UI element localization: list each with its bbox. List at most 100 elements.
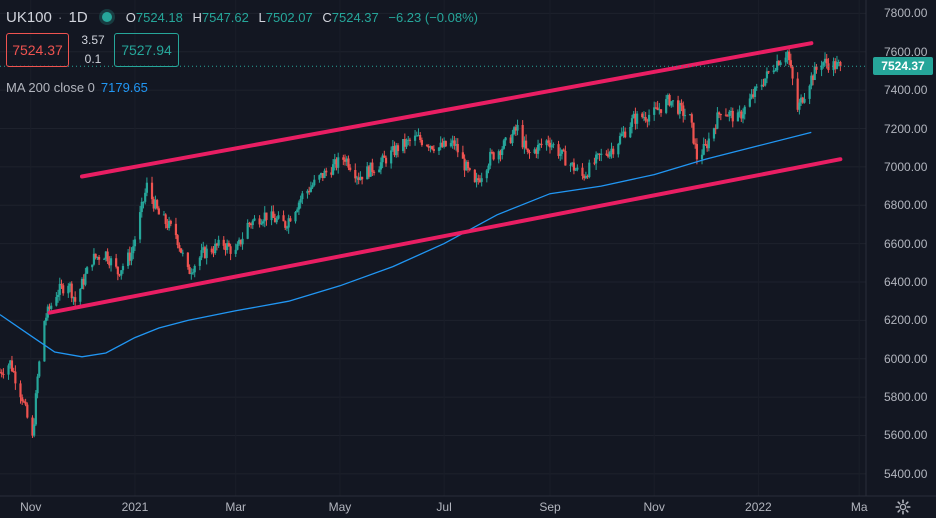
candle-body — [700, 154, 704, 160]
candle-body — [776, 61, 779, 71]
candle-body — [297, 202, 301, 210]
candle-body — [810, 75, 813, 86]
interval-label[interactable]: 1D — [68, 8, 88, 26]
candle-body — [595, 154, 598, 164]
candle-body — [791, 66, 794, 79]
candle-body — [678, 102, 681, 114]
candle-body — [677, 100, 680, 114]
candle-body — [653, 107, 656, 115]
candle-body — [333, 159, 336, 165]
spread-display: 3.57 0.1 — [76, 31, 110, 69]
candle-body — [144, 192, 147, 202]
y-tick-label: 7000.00 — [884, 159, 928, 174]
candle-body — [477, 178, 480, 181]
candle-body — [468, 168, 471, 170]
open-label: O — [125, 9, 136, 25]
candle-body — [753, 87, 757, 97]
x-tick-label: Ma — [850, 500, 868, 514]
candle-body — [236, 244, 239, 250]
candle-body — [369, 162, 372, 177]
candle-body — [504, 137, 507, 141]
candle-body — [605, 153, 608, 155]
candle-body — [284, 221, 287, 228]
change-value: −6.23 (−0.08%) — [388, 9, 478, 25]
candle-body — [277, 215, 280, 219]
x-tick-label: Nov — [20, 500, 42, 514]
candle-body — [359, 176, 362, 180]
candle-body — [26, 404, 29, 418]
candle-body — [513, 127, 516, 135]
candle-body — [396, 145, 400, 152]
candle-body — [786, 51, 789, 58]
candle-body — [193, 265, 196, 273]
candle-body — [168, 220, 171, 229]
channel-line-lower — [47, 157, 843, 315]
candle-body — [249, 223, 253, 226]
candle-body — [120, 270, 123, 276]
candle-body — [521, 124, 524, 148]
candle-body — [282, 215, 285, 222]
candle-body — [516, 124, 519, 131]
candle-body — [750, 94, 753, 99]
sell-button[interactable]: 7524.37 — [6, 33, 69, 67]
candle-body — [646, 120, 649, 122]
candle-body — [273, 217, 277, 223]
candle-body — [461, 152, 464, 159]
candle-body — [253, 218, 256, 221]
candle-body — [706, 144, 709, 149]
candle-body — [524, 140, 528, 149]
candle-body — [258, 218, 261, 225]
candle-body — [381, 155, 384, 163]
y-tick-label: 6000.00 — [884, 351, 928, 366]
symbol-name[interactable]: UK100 — [6, 8, 52, 26]
candle-body — [224, 245, 227, 251]
candle-body — [70, 283, 73, 299]
candle-body — [169, 220, 172, 224]
candle-body — [239, 239, 242, 245]
gear-icon[interactable] — [895, 499, 911, 515]
candle-body — [622, 131, 625, 134]
candle-body — [306, 190, 309, 194]
buy-button[interactable]: 7527.94 — [114, 33, 179, 67]
header-separator: · — [57, 9, 63, 25]
candle-body — [270, 211, 273, 221]
candle-body — [84, 273, 87, 285]
x-tick-label: Mar — [225, 500, 247, 514]
candle-body — [820, 65, 823, 70]
candle-body — [342, 157, 345, 160]
candle-body — [343, 159, 347, 162]
candle-body — [671, 100, 675, 102]
candle-body — [419, 134, 422, 141]
candle-body — [456, 144, 459, 153]
candle-body — [620, 133, 623, 137]
candle-body — [641, 113, 644, 118]
channel-line-upper — [79, 41, 814, 179]
candle-body — [115, 258, 118, 267]
candle-body — [92, 253, 96, 265]
x-tick-label: Jul — [436, 500, 452, 514]
candle-body — [538, 143, 541, 145]
candle-body — [473, 169, 476, 183]
x-tick-label: Nov — [643, 500, 665, 514]
candle-body — [372, 171, 376, 173]
close-value: 7524.37 — [331, 9, 379, 25]
candle-body — [246, 222, 249, 239]
candle-body — [96, 256, 99, 258]
candle-body — [82, 278, 85, 285]
candle-body — [55, 297, 58, 306]
candle-body — [31, 417, 34, 436]
candle-body — [33, 424, 36, 436]
candle-body — [656, 107, 659, 111]
symbol-header: UK100 · 1D O7524.18 H7547.62 L7502.07 C7… — [6, 6, 478, 28]
market-open-status-icon — [101, 12, 112, 22]
candle-body — [14, 371, 17, 384]
indicator-legend[interactable]: MA 200 close 0 7179.65 — [6, 80, 148, 95]
candle-body — [164, 214, 167, 225]
indicator-value: 7179.65 — [100, 80, 148, 95]
x-tick-label: Sep — [539, 500, 561, 514]
candle-body — [34, 393, 37, 425]
candle-body — [132, 246, 135, 254]
candle-body — [296, 209, 299, 212]
candle-body — [632, 113, 635, 119]
